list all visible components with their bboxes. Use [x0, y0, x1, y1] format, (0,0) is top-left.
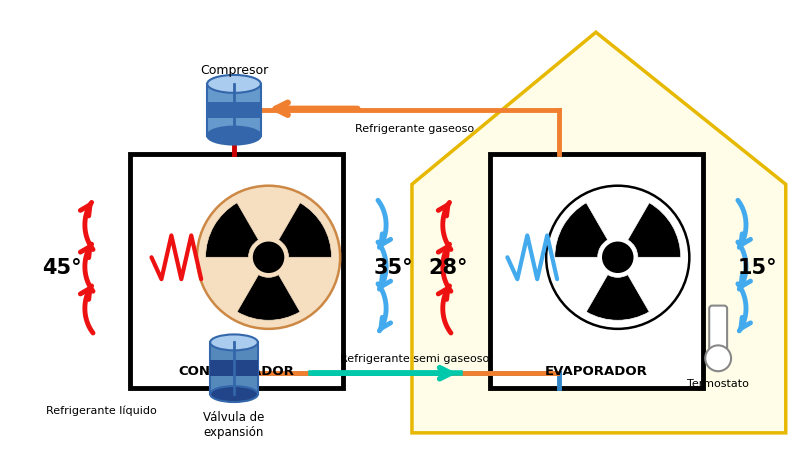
Wedge shape: [628, 203, 680, 258]
Ellipse shape: [207, 76, 261, 94]
Wedge shape: [206, 203, 258, 258]
Text: Válvula de
expansión: Válvula de expansión: [203, 410, 265, 438]
Text: EVAPORADOR: EVAPORADOR: [545, 364, 648, 377]
FancyBboxPatch shape: [710, 306, 727, 357]
Wedge shape: [586, 275, 650, 321]
Ellipse shape: [207, 128, 261, 145]
Wedge shape: [279, 203, 331, 258]
Bar: [210, 343, 258, 394]
Wedge shape: [555, 203, 608, 258]
Bar: [130, 155, 343, 388]
Text: 28°: 28°: [428, 257, 467, 277]
Wedge shape: [237, 275, 300, 321]
Text: Refrigerante semi gaseoso: Refrigerante semi gaseoso: [340, 354, 489, 364]
Text: 45°: 45°: [42, 257, 82, 277]
Text: 15°: 15°: [738, 257, 778, 277]
Circle shape: [602, 242, 633, 273]
Text: Termostato: Termostato: [687, 378, 749, 388]
Circle shape: [253, 242, 284, 273]
Text: Refrigerante gaseoso: Refrigerante gaseoso: [356, 123, 475, 133]
Circle shape: [197, 186, 340, 329]
Circle shape: [706, 346, 731, 371]
Circle shape: [546, 186, 689, 329]
Text: 35°: 35°: [373, 257, 413, 277]
Bar: [207, 85, 261, 136]
Ellipse shape: [210, 335, 258, 351]
Bar: [207, 103, 261, 119]
Bar: [210, 360, 258, 377]
Text: Compresor: Compresor: [200, 64, 268, 77]
Text: CONDENSADOR: CONDENSADOR: [178, 364, 294, 377]
Polygon shape: [412, 33, 786, 433]
Ellipse shape: [210, 387, 258, 402]
Bar: [489, 155, 703, 388]
Text: Refrigerante líquido: Refrigerante líquido: [46, 405, 157, 416]
